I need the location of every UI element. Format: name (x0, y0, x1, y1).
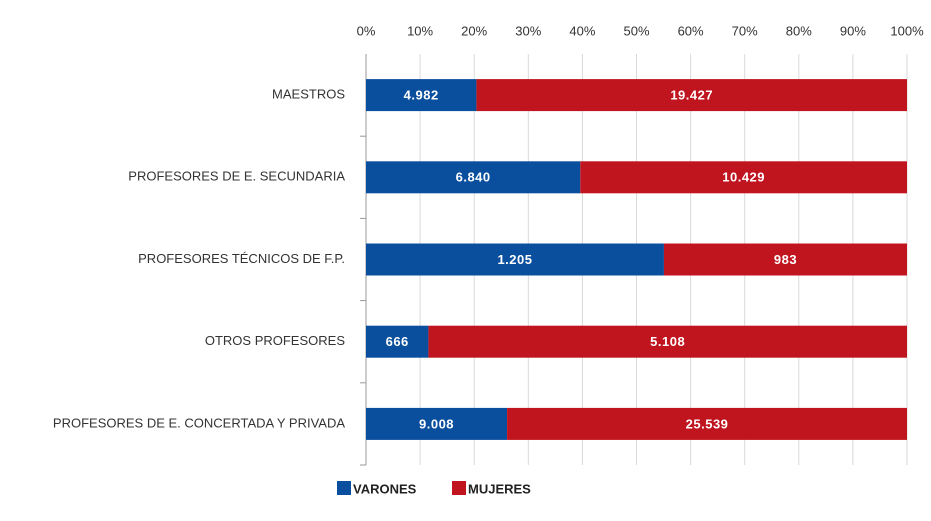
y-tick-label: PROFESORES DE E. SECUNDARIA (128, 169, 345, 184)
x-tick-label: 60% (678, 23, 704, 38)
bar-segment (476, 79, 907, 112)
legend-label: VARONES (353, 481, 417, 496)
data-label: 1.205 (497, 252, 532, 267)
x-tick-label: 10% (407, 23, 433, 38)
data-label: 6.840 (456, 170, 491, 185)
bar-segment (507, 407, 907, 440)
bar-segment (580, 161, 907, 194)
x-tick-label: 40% (569, 23, 595, 38)
data-label: 9.008 (419, 416, 454, 431)
data-label: 19.427 (670, 88, 713, 103)
bar-segment (366, 325, 429, 358)
y-tick-label: MAESTROS (272, 87, 345, 102)
data-label: 10.429 (722, 170, 765, 185)
data-label: 666 (386, 334, 409, 349)
bar-segment (428, 325, 907, 358)
bar-segment (366, 161, 581, 194)
legend-swatch (452, 481, 466, 495)
x-tick-label: 100% (890, 23, 924, 38)
x-tick-label: 50% (623, 23, 649, 38)
x-tick-label: 70% (732, 23, 758, 38)
data-label: 25.539 (686, 416, 729, 431)
x-tick-label: 90% (840, 23, 866, 38)
data-label: 4.982 (404, 88, 439, 103)
y-tick-label: PROFESORES DE E. CONCERTADA Y PRIVADA (53, 415, 345, 430)
legend-label: MUJERES (468, 481, 531, 496)
bar-segment (366, 243, 664, 276)
legend-swatch (337, 481, 351, 495)
x-tick-label: 0% (357, 23, 376, 38)
y-tick-label: PROFESORES TÉCNICOS DE F.P. (138, 251, 345, 266)
bar-segment (366, 407, 508, 440)
bar-segment (366, 79, 477, 112)
data-label: 5.108 (650, 334, 685, 349)
data-label: 983 (774, 252, 797, 267)
x-tick-label: 30% (515, 23, 541, 38)
x-tick-label: 80% (786, 23, 812, 38)
bar-segment (663, 243, 907, 276)
x-tick-label: 20% (461, 23, 487, 38)
y-tick-label: OTROS PROFESORES (205, 333, 345, 348)
